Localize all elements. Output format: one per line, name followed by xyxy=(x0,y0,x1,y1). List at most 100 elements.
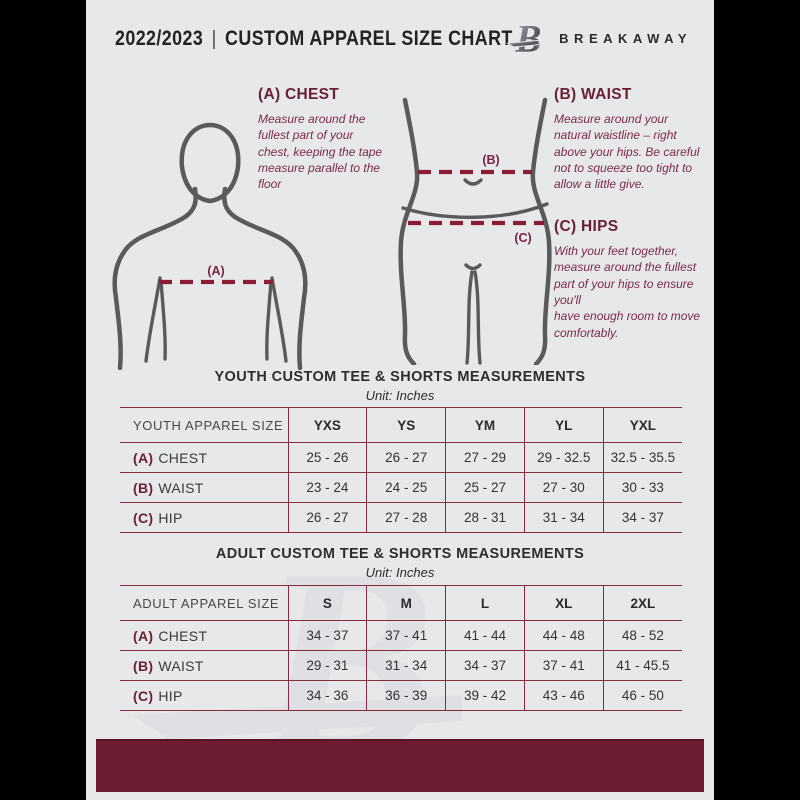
hips-body-text: With your feet together, measure around … xyxy=(554,244,701,340)
measurement-cell: 26 - 27 xyxy=(366,442,447,473)
row-label: (C) HIP xyxy=(120,502,289,533)
row-label: (B) WAIST xyxy=(120,650,289,681)
measurement-cell: 29 - 31 xyxy=(287,650,368,681)
measurement-cell: 27 - 30 xyxy=(523,472,604,503)
measurement-cell: 36 - 39 xyxy=(366,680,447,711)
measurement-cell: 27 - 29 xyxy=(445,442,525,473)
figure-right-inner-leg xyxy=(473,270,482,365)
youth-size-column-label: YOUTH APPAREL SIZE xyxy=(120,407,289,443)
size-chart-page: 2022/2023 | CUSTOM APPAREL SIZE CHART B BR… xyxy=(86,0,714,800)
figure-head xyxy=(179,122,241,204)
waist-instructions: (B) WAIST Measure around your natural wa… xyxy=(554,86,700,193)
measurement-cell: 28 - 31 xyxy=(445,502,525,533)
footer-accent-bar xyxy=(96,739,704,792)
adult-table-title: ADULT CUSTOM TEE & SHORTS MEASUREMENTS xyxy=(215,546,585,562)
table-row-waist: (B) WAIST 29 - 31 31 - 34 34 - 37 37 - 41… xyxy=(120,650,682,681)
figure-crotch-curve xyxy=(464,263,482,271)
size-header: M xyxy=(366,585,447,621)
page-title-year: 2022/2023 xyxy=(115,27,204,50)
chest-measurement-figure: (A) xyxy=(112,122,308,370)
row-label: (B) WAIST xyxy=(120,472,289,503)
title-divider: | xyxy=(211,28,217,50)
measurement-cell: 32.5 - 35.5 xyxy=(602,442,682,473)
hips-heading: (C) HIPS xyxy=(554,218,619,235)
measurement-cell: 39 - 42 xyxy=(445,680,525,711)
logo-letter: B xyxy=(515,18,542,61)
measurement-cell: 34 - 37 xyxy=(445,650,525,681)
hips-dash-label: (C) xyxy=(514,231,531,245)
figure-left-inner-leg xyxy=(465,270,474,365)
adult-table-unit: Unit: Inches xyxy=(365,565,435,580)
measurement-cell: 29 - 32.5 xyxy=(523,442,604,473)
figure-left-side xyxy=(159,279,167,361)
chest-body-text: Measure around the fullest part of your … xyxy=(258,112,383,192)
measurement-cell: 24 - 25 xyxy=(366,472,447,503)
table-row-waist: (B) WAIST 23 - 24 24 - 25 25 - 27 27 - 30… xyxy=(120,472,682,503)
hips-instructions: (C) HIPS With your feet together, measur… xyxy=(554,218,706,341)
measurement-cell: 34 - 37 xyxy=(287,620,368,651)
adult-header-row: ADULT APPAREL SIZE S M L XL 2XL xyxy=(120,585,682,621)
logo-slash xyxy=(506,39,540,48)
adult-size-table: ADULT APPAREL SIZE S M L XL 2XL (A) CHEST… xyxy=(120,585,682,711)
figure-hip-curve xyxy=(401,202,549,219)
youth-header-row: YOUTH APPAREL SIZE YXS YS YM YL YXL xyxy=(120,407,682,443)
size-header: YXS xyxy=(287,407,368,443)
measurement-cell: 23 - 24 xyxy=(287,472,368,503)
youth-table-unit: Unit: Inches xyxy=(365,388,435,403)
breakaway-logo-icon: B xyxy=(506,18,542,61)
figure-right-outline xyxy=(530,97,552,365)
table-row-hip: (C) HIP 34 - 36 36 - 39 39 - 42 43 - 46 4… xyxy=(120,680,682,711)
measurement-cell: 44 - 48 xyxy=(523,620,604,651)
measurement-cell: 25 - 26 xyxy=(287,442,368,473)
measurement-cell: 41 - 45.5 xyxy=(602,650,682,681)
measurement-cell: 43 - 46 xyxy=(523,680,604,711)
row-label: (A) CHEST xyxy=(120,442,289,473)
waist-body-text: Measure around your natural waistline – … xyxy=(554,112,700,192)
brand-name: BREAKAWAY xyxy=(559,30,692,46)
waist-heading: (B) WAIST xyxy=(554,86,632,103)
brand-lockup: B BREAKAWAY xyxy=(506,16,692,60)
figure-left-shoulder-arm xyxy=(112,186,198,370)
size-header: S xyxy=(287,585,368,621)
measurement-cell: 34 - 36 xyxy=(287,680,368,711)
table-row-hip: (C) HIP 26 - 27 27 - 28 28 - 31 31 - 34 3… xyxy=(120,502,682,533)
size-header: YS xyxy=(366,407,447,443)
page-title-text: CUSTOM APPAREL SIZE CHART xyxy=(225,27,513,50)
figure-right-shoulder-arm xyxy=(222,186,308,370)
size-header: 2XL xyxy=(602,585,682,621)
measurement-cell: 37 - 41 xyxy=(523,650,604,681)
measurement-cell: 37 - 41 xyxy=(366,620,447,651)
waist-hips-measurement-figure: (B) (C) xyxy=(398,97,552,365)
chest-instructions: (A) CHEST Measure around the fullest par… xyxy=(258,86,388,193)
adult-size-column-label: ADULT APPAREL SIZE xyxy=(120,585,289,621)
measurement-cell: 25 - 27 xyxy=(445,472,525,503)
table-row-chest: (A) CHEST 34 - 37 37 - 41 41 - 44 44 - 48… xyxy=(120,620,682,651)
size-header: YL xyxy=(523,407,604,443)
size-header: L xyxy=(445,585,525,621)
youth-size-table: YOUTH APPAREL SIZE YXS YS YM YL YXL (A) C… xyxy=(120,407,682,533)
youth-table-title: YOUTH CUSTOM TEE & SHORTS MEASUREMENTS xyxy=(214,369,586,385)
measurement-cell: 30 - 33 xyxy=(602,472,682,503)
size-header: YM xyxy=(445,407,525,443)
measurement-cell: 27 - 28 xyxy=(366,502,447,533)
chest-heading: (A) CHEST xyxy=(258,86,340,103)
figure-right-side xyxy=(265,279,273,361)
size-header: XL xyxy=(523,585,604,621)
chest-dash-label: (A) xyxy=(207,264,224,278)
measurement-cell: 26 - 27 xyxy=(287,502,368,533)
row-label: (C) HIP xyxy=(120,680,289,711)
measurement-cell: 46 - 50 xyxy=(602,680,682,711)
figure-navel xyxy=(463,178,483,186)
figure-left-armpit xyxy=(144,276,162,363)
measurement-cell: 48 - 52 xyxy=(602,620,682,651)
page-title: 2022/2023 | CUSTOM APPAREL SIZE CHART xyxy=(115,27,513,51)
measurement-cell: 34 - 37 xyxy=(602,502,682,533)
waist-dash-label: (B) xyxy=(482,153,499,167)
measurement-cell: 31 - 34 xyxy=(366,650,447,681)
figure-right-armpit xyxy=(270,276,288,363)
figure-left-outline xyxy=(398,97,420,365)
table-row-chest: (A) CHEST 25 - 26 26 - 27 27 - 29 29 - 32… xyxy=(120,442,682,473)
measurement-cell: 31 - 34 xyxy=(523,502,604,533)
size-header: YXL xyxy=(602,407,682,443)
